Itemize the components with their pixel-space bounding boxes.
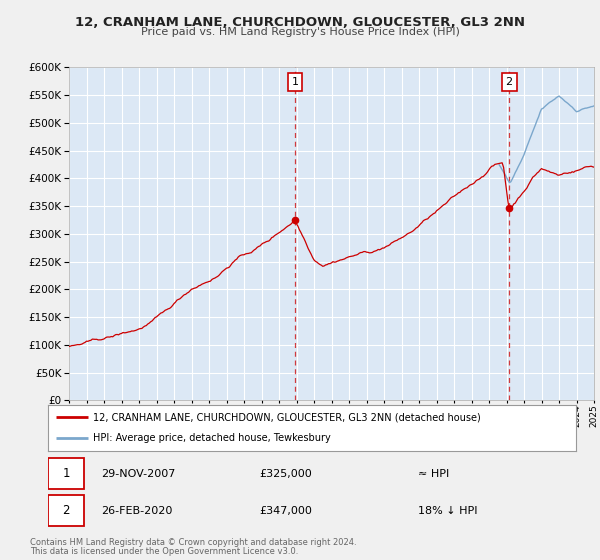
Text: 29-NOV-2007: 29-NOV-2007 — [101, 469, 175, 479]
Text: HPI: Average price, detached house, Tewkesbury: HPI: Average price, detached house, Tewk… — [93, 433, 331, 444]
Text: 12, CRANHAM LANE, CHURCHDOWN, GLOUCESTER, GL3 2NN: 12, CRANHAM LANE, CHURCHDOWN, GLOUCESTER… — [75, 16, 525, 29]
Text: Contains HM Land Registry data © Crown copyright and database right 2024.: Contains HM Land Registry data © Crown c… — [30, 538, 356, 547]
Text: £347,000: £347,000 — [259, 506, 312, 516]
Text: 26-FEB-2020: 26-FEB-2020 — [101, 506, 172, 516]
FancyBboxPatch shape — [48, 495, 84, 526]
Text: 2: 2 — [506, 77, 512, 87]
FancyBboxPatch shape — [48, 458, 84, 489]
Text: Price paid vs. HM Land Registry's House Price Index (HPI): Price paid vs. HM Land Registry's House … — [140, 27, 460, 37]
Text: 2: 2 — [62, 504, 70, 517]
Text: 1: 1 — [292, 77, 298, 87]
Text: ≈ HPI: ≈ HPI — [418, 469, 449, 479]
Text: This data is licensed under the Open Government Licence v3.0.: This data is licensed under the Open Gov… — [30, 547, 298, 556]
Text: £325,000: £325,000 — [259, 469, 312, 479]
Text: 1: 1 — [62, 467, 70, 480]
Text: 12, CRANHAM LANE, CHURCHDOWN, GLOUCESTER, GL3 2NN (detached house): 12, CRANHAM LANE, CHURCHDOWN, GLOUCESTER… — [93, 412, 481, 422]
Text: 18% ↓ HPI: 18% ↓ HPI — [418, 506, 477, 516]
